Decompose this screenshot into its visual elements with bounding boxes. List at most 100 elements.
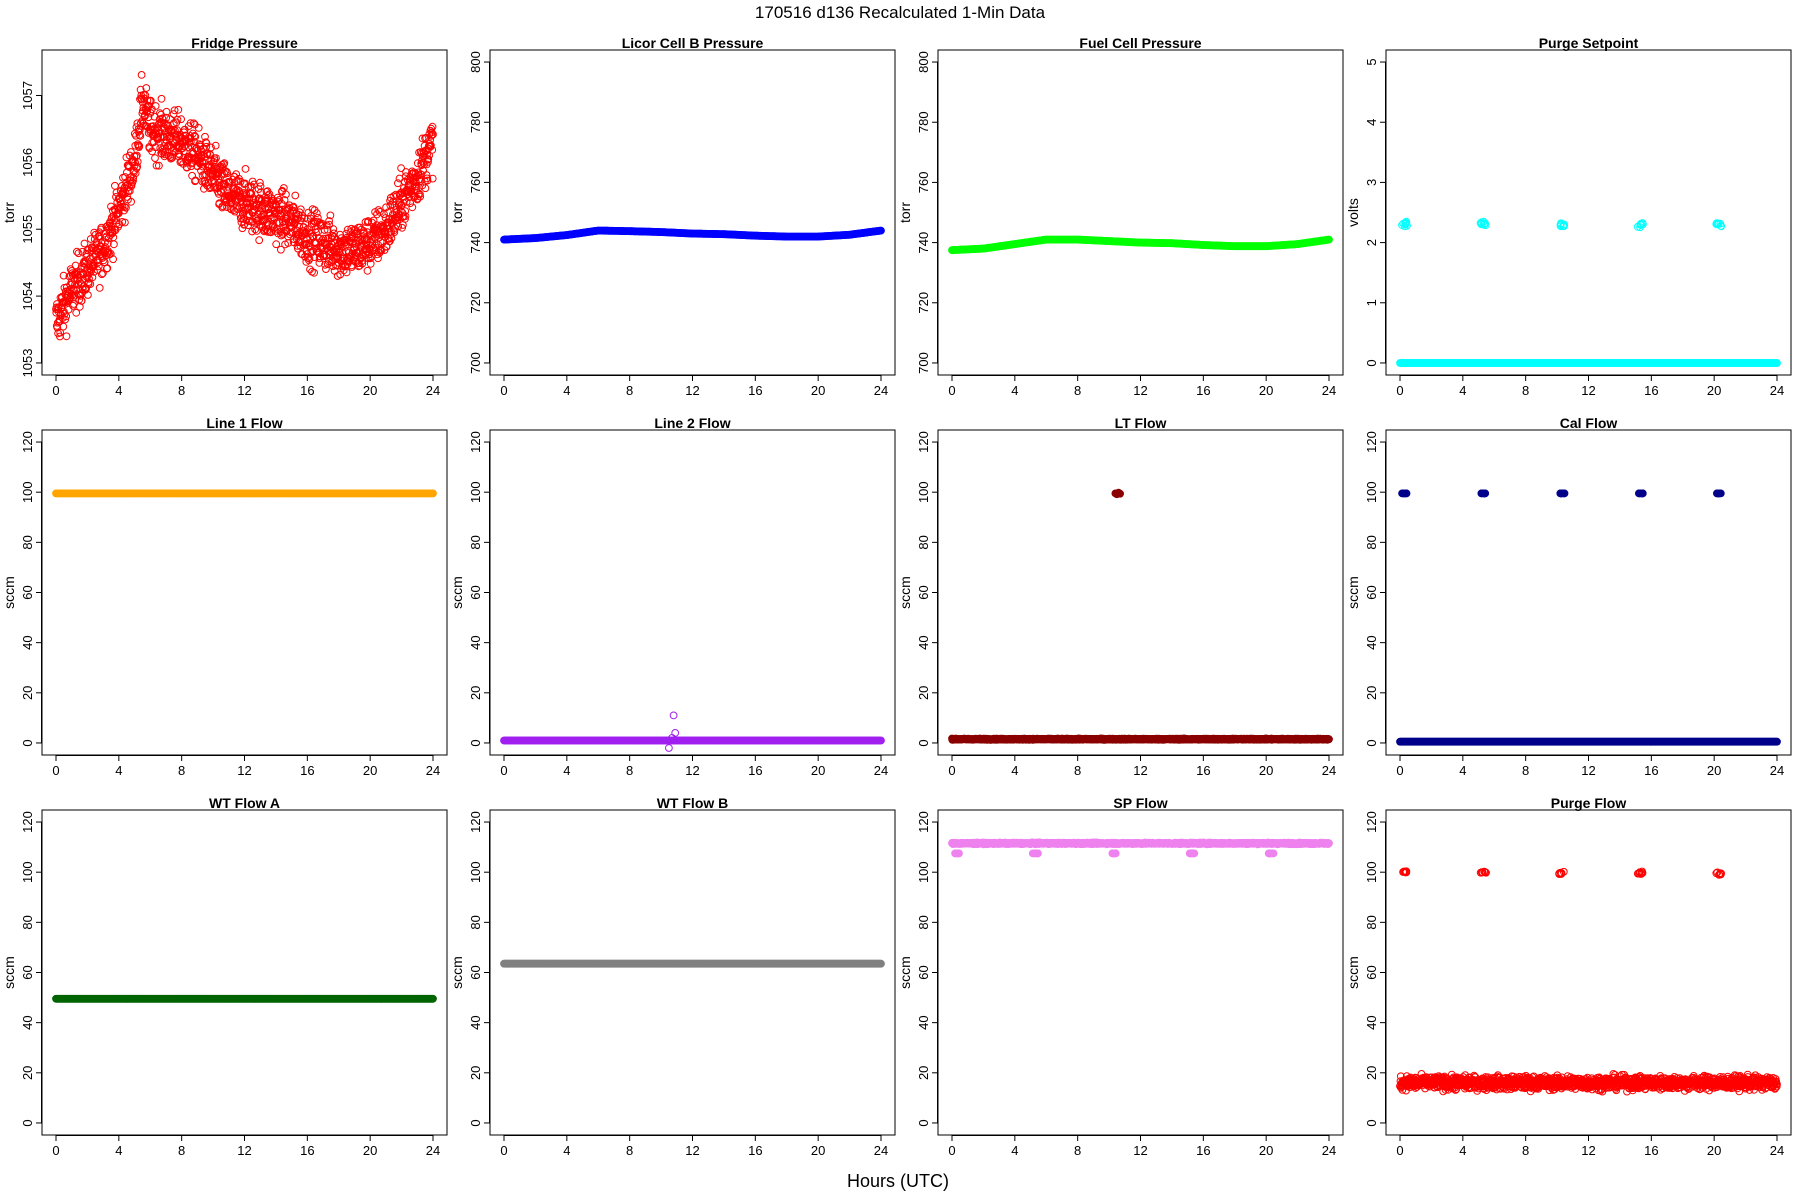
data-point xyxy=(256,182,265,191)
data-point xyxy=(132,152,141,161)
y-tick-label: 800 xyxy=(468,51,483,73)
y-tick-label: 780 xyxy=(468,111,483,133)
x-tick-label: 12 xyxy=(1133,763,1147,778)
x-tick-label: 4 xyxy=(1011,383,1018,398)
data-point xyxy=(310,268,319,277)
series-1 xyxy=(1396,359,1781,367)
data-point xyxy=(274,211,283,220)
page-title: 170516 d136 Recalculated 1-Min Data xyxy=(755,3,1046,22)
data-point xyxy=(273,193,282,202)
x-tick-label: 12 xyxy=(1581,383,1595,398)
data-point xyxy=(387,234,396,243)
plot-frame xyxy=(937,49,1344,376)
x-tick-label: 4 xyxy=(563,383,570,398)
data-point xyxy=(155,161,163,170)
y-tick-label: 1053 xyxy=(20,349,35,378)
y-tick-label: 720 xyxy=(916,292,931,314)
data-point xyxy=(142,84,151,92)
series-2 xyxy=(1398,217,1726,232)
data-point xyxy=(135,131,144,139)
data-points xyxy=(948,235,1333,255)
x-tick-label: 0 xyxy=(500,383,507,398)
plot-frame xyxy=(41,429,448,756)
data-point xyxy=(417,170,425,179)
data-point xyxy=(56,328,65,337)
data-point xyxy=(325,220,334,229)
y-tick-label: 20 xyxy=(468,686,483,700)
data-point xyxy=(240,180,249,189)
y-tick-label: 40 xyxy=(468,635,483,649)
y-axis-label: torr xyxy=(449,202,465,223)
y-tick-label: 700 xyxy=(468,352,483,374)
data-point xyxy=(325,217,334,225)
data-point xyxy=(190,132,199,140)
y-axis-label: sccm xyxy=(449,576,465,609)
x-tick-label: 12 xyxy=(685,763,699,778)
x-tick-label: 12 xyxy=(237,763,251,778)
data-point xyxy=(376,237,385,246)
data-point xyxy=(668,734,676,742)
data-point xyxy=(186,119,195,127)
data-point xyxy=(77,296,86,305)
series-1 xyxy=(500,226,885,244)
y-tick-label: 0 xyxy=(468,739,483,746)
y-tick-label: 40 xyxy=(916,635,931,649)
data-point xyxy=(186,138,195,146)
x-tick-label: 16 xyxy=(748,763,762,778)
y-tick-label: 5 xyxy=(1364,58,1379,65)
data-point xyxy=(174,105,183,114)
y-tick-label: 1057 xyxy=(20,81,35,110)
data-point xyxy=(402,168,410,176)
data-point xyxy=(141,121,150,130)
data-point xyxy=(1636,220,1645,229)
data-point xyxy=(289,203,297,212)
data-point xyxy=(323,225,332,234)
data-point xyxy=(86,235,95,243)
data-point xyxy=(103,239,112,248)
y-tick-label: 760 xyxy=(468,172,483,194)
x-tick-label: 20 xyxy=(811,383,825,398)
data-point xyxy=(282,190,290,199)
data-point xyxy=(319,234,328,243)
x-tick-label: 20 xyxy=(1707,383,1721,398)
x-tick-label: 8 xyxy=(1074,763,1081,778)
data-point xyxy=(1638,219,1647,227)
y-tick-label: 100 xyxy=(468,481,483,503)
y-tick-label: 100 xyxy=(916,481,931,503)
data-points xyxy=(52,71,437,341)
data-point xyxy=(428,174,437,183)
data-point xyxy=(390,228,399,237)
data-point xyxy=(382,203,391,212)
series-1 xyxy=(52,71,437,341)
x-tick-label: 0 xyxy=(948,383,955,398)
x-tick-label: 8 xyxy=(626,383,633,398)
data-point xyxy=(320,226,329,234)
data-point xyxy=(170,106,179,115)
data-point xyxy=(423,176,432,185)
data-point xyxy=(111,181,119,190)
data-point xyxy=(239,215,248,223)
data-point xyxy=(1556,222,1565,231)
x-tick-label: 4 xyxy=(563,763,570,778)
x-tick-label: 16 xyxy=(300,383,314,398)
data-point xyxy=(422,171,431,179)
data-point xyxy=(62,332,71,341)
data-point xyxy=(167,154,175,163)
y-tick-label: 80 xyxy=(916,535,931,549)
data-point xyxy=(223,169,232,178)
data-point xyxy=(202,139,211,148)
data-point xyxy=(162,113,171,122)
data-point xyxy=(418,134,427,143)
y-tick-label: 0 xyxy=(916,739,931,746)
data-point xyxy=(275,196,284,204)
y-tick-label: 0 xyxy=(1364,359,1379,366)
series-2 xyxy=(665,711,680,752)
data-point xyxy=(429,130,437,139)
data-point xyxy=(256,178,264,187)
data-point xyxy=(133,162,142,171)
data-point xyxy=(163,143,172,151)
data-point xyxy=(158,147,167,156)
